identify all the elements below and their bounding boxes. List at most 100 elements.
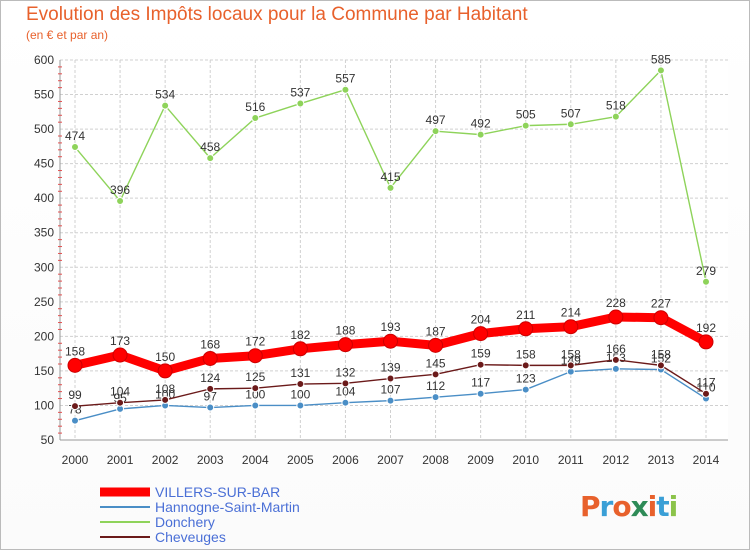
data-label: 124 (200, 371, 220, 385)
data-point (563, 319, 579, 335)
data-label: 204 (471, 313, 491, 327)
data-label: 474 (65, 129, 85, 143)
data-label: 158 (651, 347, 671, 361)
data-label: 557 (335, 72, 355, 86)
data-label: 214 (561, 306, 581, 320)
data-point (292, 341, 308, 357)
data-point (473, 326, 489, 342)
data-label: 100 (290, 387, 310, 401)
data-point (566, 361, 575, 370)
logo-letter: r (599, 490, 614, 523)
y-tick-label: 400 (34, 191, 54, 205)
data-label: 518 (606, 99, 626, 113)
data-label: 173 (110, 334, 130, 348)
chart-title: Evolution des Impôts locaux pour la Comm… (26, 4, 528, 25)
legend-donchery-label: Donchery (155, 514, 215, 530)
data-point (428, 337, 444, 353)
data-point (476, 389, 485, 398)
proxiti-logo: Proxiti (580, 490, 678, 523)
y-tick-label: 200 (34, 329, 54, 343)
data-label: 117 (471, 376, 490, 390)
data-point (67, 357, 83, 373)
data-point (202, 350, 218, 366)
data-point (521, 121, 530, 130)
data-label: 159 (471, 347, 491, 361)
data-label: 585 (651, 52, 671, 66)
data-point (702, 389, 710, 398)
data-label: 415 (380, 170, 400, 184)
data-label: 505 (516, 108, 536, 122)
data-point (386, 396, 395, 405)
y-tick-label: 50 (41, 433, 55, 447)
data-point (566, 120, 575, 129)
x-tick-label: 2006 (332, 453, 359, 467)
x-tick-label: 2009 (467, 453, 494, 467)
data-label: 396 (110, 183, 130, 197)
data-label: 187 (426, 324, 446, 338)
data-point (611, 364, 620, 373)
x-tick-label: 2004 (242, 453, 269, 467)
data-label: 507 (561, 106, 581, 120)
data-point (431, 393, 440, 402)
data-label: 158 (561, 347, 581, 361)
data-point (476, 360, 485, 369)
data-point (247, 348, 263, 364)
x-tick-label: 2003 (197, 453, 224, 467)
data-label: 107 (380, 383, 400, 397)
data-label: 172 (245, 335, 265, 349)
data-label: 279 (696, 264, 716, 278)
data-point (71, 143, 79, 152)
logo-letter: t (656, 490, 669, 523)
y-tick-label: 600 (34, 53, 54, 67)
data-label: 192 (696, 321, 716, 335)
data-point (71, 402, 79, 411)
x-tick-label: 2007 (377, 453, 404, 467)
data-label: 97 (204, 390, 218, 404)
data-label: 145 (426, 356, 446, 370)
data-point (341, 398, 350, 407)
data-point (116, 196, 125, 205)
logo-letter: P (580, 490, 601, 523)
y-tick-label: 500 (34, 122, 54, 136)
x-tick-label: 2011 (558, 453, 584, 467)
data-label: 131 (290, 366, 310, 380)
x-tick-label: 2001 (107, 453, 134, 467)
data-label: 100 (245, 387, 265, 401)
data-label: 516 (245, 100, 265, 114)
data-point (521, 361, 530, 370)
data-label: 150 (155, 350, 175, 364)
x-tick-label: 2012 (603, 453, 630, 467)
data-label: 166 (606, 342, 626, 356)
data-point (698, 334, 714, 350)
data-label: 228 (606, 296, 626, 310)
data-label: 99 (68, 388, 82, 402)
data-point (251, 401, 260, 410)
data-point (296, 401, 305, 410)
data-point (431, 370, 440, 379)
x-tick-label: 2014 (693, 453, 720, 467)
legend-villers-label: VILLERS-SUR-BAR (155, 484, 280, 500)
data-point (157, 363, 173, 379)
data-label: 458 (200, 140, 220, 154)
data-label: 112 (426, 379, 445, 393)
data-point (702, 277, 710, 286)
data-point (71, 416, 79, 425)
logo-letter: x (630, 490, 649, 523)
y-tick-label: 350 (34, 226, 54, 240)
data-point (116, 398, 125, 407)
logo-letter: o (612, 490, 631, 523)
data-point (386, 374, 395, 383)
data-point (206, 403, 215, 412)
data-label: 158 (516, 347, 536, 361)
data-point (296, 99, 305, 108)
data-point (206, 384, 215, 393)
x-tick-label: 2013 (648, 453, 675, 467)
y-tick-label: 300 (34, 260, 54, 274)
data-label: 104 (110, 385, 130, 399)
data-point (206, 154, 215, 163)
data-point (161, 395, 170, 404)
data-point (341, 85, 350, 94)
data-label: 211 (516, 308, 535, 322)
data-point (251, 384, 260, 393)
